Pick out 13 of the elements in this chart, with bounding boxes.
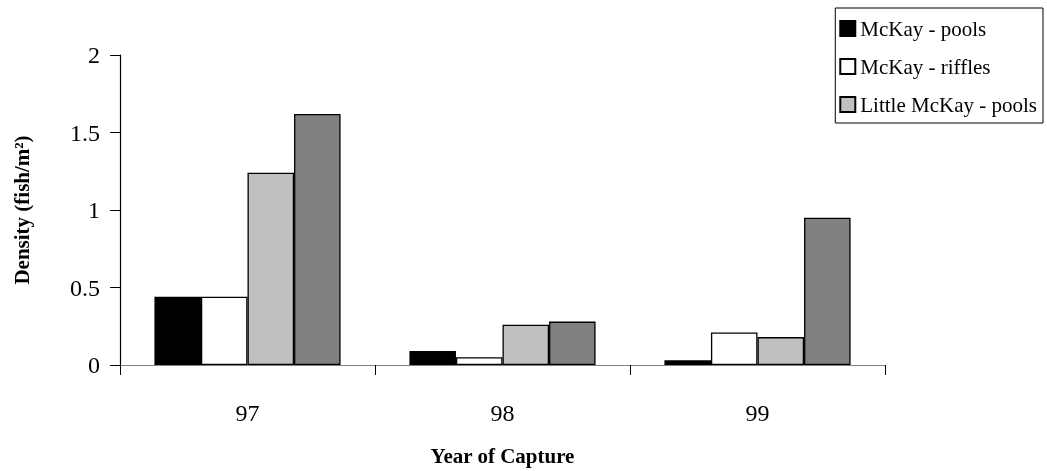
legend-label: McKay - pools — [860, 16, 987, 41]
x-axis-title: Year of Capture — [430, 443, 575, 468]
y-tick-label: 1 — [88, 197, 100, 223]
legend-label: McKay - riffles — [860, 54, 991, 79]
y-tick-label: 0.5 — [70, 274, 100, 301]
x-tick-label: 98 — [490, 400, 515, 426]
y-tick-label: 2 — [88, 42, 100, 68]
y-axis-title: Density (fish/m²) — [9, 135, 34, 285]
x-tick-label: 99 — [745, 400, 770, 426]
legend-label: Little McKay - pools — [860, 92, 1037, 117]
x-tick-label: 97 — [235, 400, 260, 426]
y-tick-label: 1.5 — [70, 119, 100, 146]
y-tick-label: 0 — [88, 352, 100, 378]
